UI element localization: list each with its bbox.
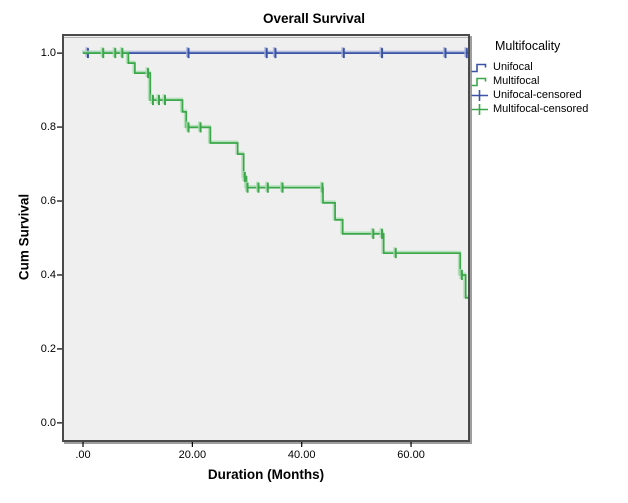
- censored-plus-icon: [471, 89, 488, 101]
- x-tick-label: 60.00: [397, 449, 425, 461]
- y-tick-label: 0.2: [40, 342, 56, 355]
- x-tick-label: 20.00: [178, 449, 207, 461]
- censored-plus-icon: [471, 103, 488, 115]
- step-line-icon: [471, 63, 487, 72]
- legend-item-label: Multifocal-censored: [493, 103, 589, 115]
- legend-item-unifocal-censored: Unifocal-censored: [471, 88, 627, 102]
- y-tick-label: 0.8: [40, 121, 56, 134]
- legend-item-unifocal: Unifocal: [471, 60, 627, 74]
- legend-item-label: Unifocal: [493, 61, 533, 73]
- x-tick-label: 40.00: [287, 449, 316, 461]
- legend: Multifocality Unifocal Multifocal Unifoc…: [471, 39, 627, 116]
- x-axis-label: Duration (Months): [207, 467, 325, 482]
- y-tick-label: 1.0: [40, 47, 56, 60]
- legend-item-multifocal-censored: Multifocal-censored: [471, 102, 627, 116]
- y-tick-label: 0.0: [40, 416, 56, 429]
- y-tick-label: 0.6: [40, 195, 56, 208]
- legend-title: Multifocality: [495, 39, 561, 53]
- step-line-icon: [471, 77, 487, 86]
- legend-item-multifocal: Multifocal: [471, 74, 627, 88]
- x-tick-label: .00: [75, 449, 91, 461]
- legend-item-label: Unifocal-censored: [493, 89, 582, 101]
- chart-title: Overall Survival: [262, 11, 366, 26]
- legend-item-label: Multifocal: [493, 75, 540, 87]
- y-tick-label: 0.4: [40, 268, 56, 281]
